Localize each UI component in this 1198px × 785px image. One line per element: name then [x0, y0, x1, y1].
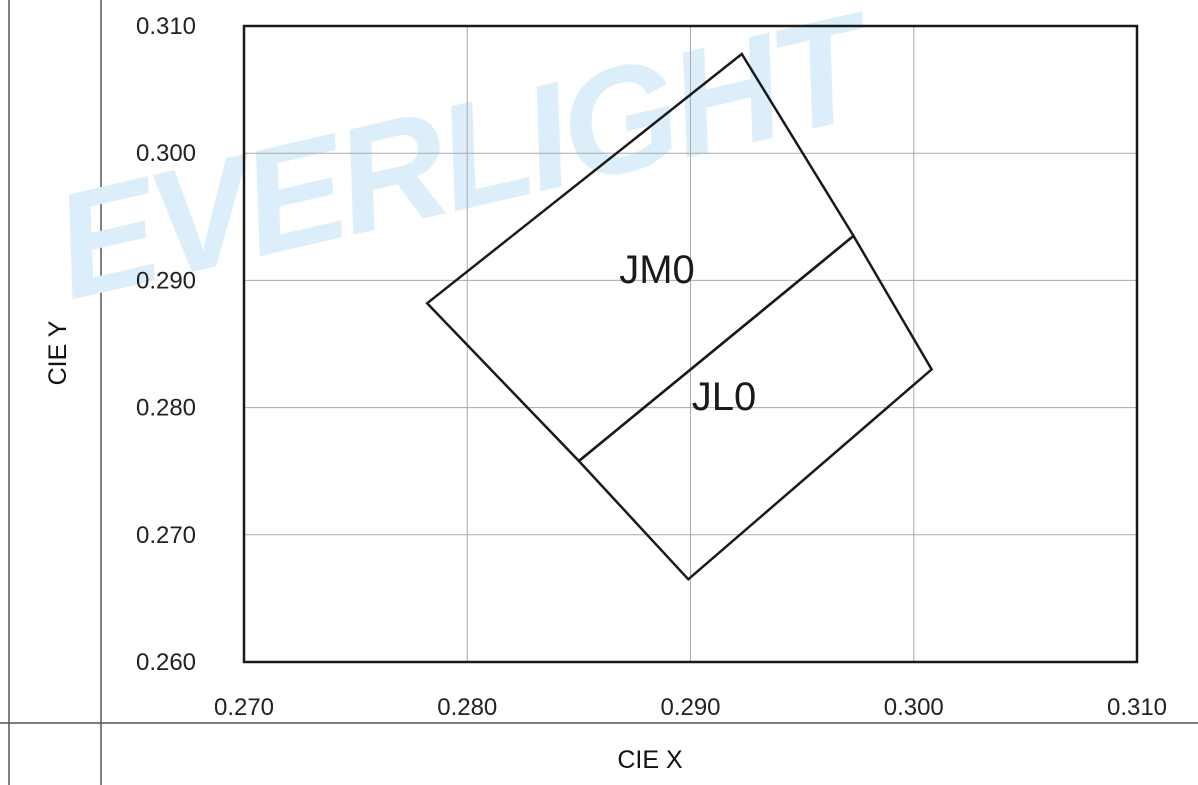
- y-tick-label-0: 0.260: [136, 649, 196, 676]
- y-tick-label-2: 0.280: [136, 395, 196, 422]
- x-tick-label-1: 0.280: [437, 694, 497, 721]
- region-jl0-label: JL0: [692, 375, 757, 419]
- region-jl0-outline: [577, 234, 934, 582]
- bin-regions: JM0 JL0: [425, 52, 934, 582]
- x-tick-label-2: 0.290: [660, 694, 720, 721]
- x-axis-label: CIE X: [617, 746, 683, 774]
- grid-lines: [244, 26, 1137, 662]
- x-tick-label-0: 0.270: [214, 694, 274, 721]
- x-tick-labels: 0.270 0.280 0.290 0.300 0.310: [214, 694, 1167, 721]
- x-tick-label-4: 0.310: [1107, 694, 1167, 721]
- y-tick-label-5: 0.310: [136, 13, 196, 40]
- y-tick-label-4: 0.300: [136, 140, 196, 167]
- x-tick-label-3: 0.300: [884, 694, 944, 721]
- y-tick-label-1: 0.270: [136, 522, 196, 549]
- y-tick-label-3: 0.290: [136, 267, 196, 294]
- y-axis-label: CIE Y: [44, 320, 72, 385]
- y-tick-labels: 0.260 0.270 0.280 0.290 0.300 0.310: [136, 13, 196, 676]
- region-jm0-label: JM0: [619, 248, 695, 292]
- plot-area-border: [242, 24, 1139, 664]
